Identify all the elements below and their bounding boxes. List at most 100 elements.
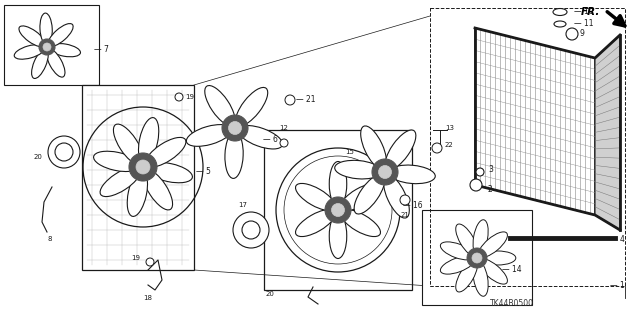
Circle shape bbox=[136, 160, 150, 174]
Circle shape bbox=[146, 258, 154, 266]
Text: 13: 13 bbox=[445, 125, 454, 131]
Circle shape bbox=[566, 28, 578, 40]
Circle shape bbox=[476, 168, 484, 176]
Ellipse shape bbox=[186, 125, 232, 146]
Ellipse shape bbox=[388, 165, 435, 184]
Text: 21: 21 bbox=[401, 212, 410, 218]
Bar bbox=[430, 8, 625, 286]
Text: TK44B0500: TK44B0500 bbox=[490, 299, 534, 308]
Circle shape bbox=[233, 212, 269, 248]
Ellipse shape bbox=[480, 251, 516, 265]
Ellipse shape bbox=[385, 130, 416, 170]
Ellipse shape bbox=[113, 124, 143, 165]
Circle shape bbox=[372, 159, 398, 185]
Ellipse shape bbox=[456, 260, 477, 292]
Circle shape bbox=[378, 166, 392, 179]
Ellipse shape bbox=[440, 242, 474, 260]
Ellipse shape bbox=[138, 118, 159, 164]
Polygon shape bbox=[595, 35, 620, 230]
Ellipse shape bbox=[361, 126, 387, 169]
Circle shape bbox=[129, 153, 157, 181]
Ellipse shape bbox=[236, 87, 268, 126]
Ellipse shape bbox=[147, 162, 193, 183]
Circle shape bbox=[284, 156, 392, 264]
Circle shape bbox=[467, 248, 487, 268]
Ellipse shape bbox=[329, 161, 347, 206]
Ellipse shape bbox=[383, 175, 410, 218]
Text: 18: 18 bbox=[143, 295, 152, 301]
Text: 19: 19 bbox=[185, 94, 194, 100]
Text: 8: 8 bbox=[47, 236, 51, 242]
Ellipse shape bbox=[143, 169, 173, 210]
Circle shape bbox=[432, 143, 442, 153]
Text: 17: 17 bbox=[239, 202, 248, 208]
Ellipse shape bbox=[473, 261, 488, 296]
Circle shape bbox=[222, 115, 248, 141]
Circle shape bbox=[400, 195, 410, 205]
Ellipse shape bbox=[145, 137, 186, 167]
Text: — 1: — 1 bbox=[610, 280, 625, 290]
Ellipse shape bbox=[14, 45, 45, 59]
Text: — 6: — 6 bbox=[263, 136, 278, 145]
Ellipse shape bbox=[354, 174, 385, 214]
Circle shape bbox=[39, 39, 55, 55]
Ellipse shape bbox=[340, 210, 381, 237]
Text: 22: 22 bbox=[445, 142, 454, 148]
Ellipse shape bbox=[47, 49, 65, 77]
Ellipse shape bbox=[127, 170, 148, 216]
Circle shape bbox=[228, 122, 241, 135]
Ellipse shape bbox=[296, 183, 335, 211]
Ellipse shape bbox=[225, 132, 243, 178]
Text: 12: 12 bbox=[279, 125, 288, 131]
Circle shape bbox=[470, 179, 482, 191]
Ellipse shape bbox=[100, 167, 141, 197]
Ellipse shape bbox=[205, 85, 235, 126]
Circle shape bbox=[325, 197, 351, 223]
Ellipse shape bbox=[19, 26, 45, 47]
Circle shape bbox=[43, 43, 51, 51]
Ellipse shape bbox=[93, 151, 140, 172]
Text: — 5: — 5 bbox=[196, 167, 211, 176]
Text: — 11: — 11 bbox=[574, 19, 593, 28]
Ellipse shape bbox=[238, 126, 283, 149]
Ellipse shape bbox=[440, 256, 474, 274]
Ellipse shape bbox=[329, 213, 347, 258]
Ellipse shape bbox=[473, 220, 488, 255]
Ellipse shape bbox=[340, 183, 381, 211]
Text: — 16: — 16 bbox=[403, 201, 422, 210]
Text: 20: 20 bbox=[266, 291, 275, 297]
Ellipse shape bbox=[554, 21, 566, 27]
Text: 3: 3 bbox=[488, 166, 493, 174]
Text: 9: 9 bbox=[580, 29, 585, 39]
Bar bbox=[422, 210, 532, 305]
Ellipse shape bbox=[49, 43, 81, 57]
Bar bbox=[82, 85, 194, 270]
Circle shape bbox=[285, 95, 295, 105]
Ellipse shape bbox=[40, 13, 52, 45]
Circle shape bbox=[472, 253, 482, 263]
Bar bbox=[264, 130, 412, 290]
Circle shape bbox=[280, 139, 288, 147]
Text: 15: 15 bbox=[345, 149, 354, 155]
Text: — 4: — 4 bbox=[610, 235, 625, 244]
Ellipse shape bbox=[456, 224, 477, 256]
Ellipse shape bbox=[335, 160, 381, 179]
Text: 2: 2 bbox=[488, 186, 493, 195]
Ellipse shape bbox=[48, 24, 73, 46]
Text: 19: 19 bbox=[131, 255, 140, 261]
Ellipse shape bbox=[296, 210, 335, 237]
Ellipse shape bbox=[479, 232, 508, 257]
Text: 20: 20 bbox=[34, 154, 43, 160]
Text: — 21: — 21 bbox=[296, 95, 316, 105]
Circle shape bbox=[242, 221, 260, 239]
Text: — 14: — 14 bbox=[502, 265, 522, 275]
Text: FR.: FR. bbox=[580, 7, 600, 17]
Ellipse shape bbox=[479, 259, 508, 284]
Text: — 10: — 10 bbox=[574, 8, 594, 17]
Circle shape bbox=[332, 204, 344, 217]
Ellipse shape bbox=[553, 9, 567, 16]
Text: — 7: — 7 bbox=[94, 46, 109, 55]
Ellipse shape bbox=[31, 49, 48, 78]
Circle shape bbox=[276, 148, 400, 272]
Polygon shape bbox=[475, 28, 595, 215]
